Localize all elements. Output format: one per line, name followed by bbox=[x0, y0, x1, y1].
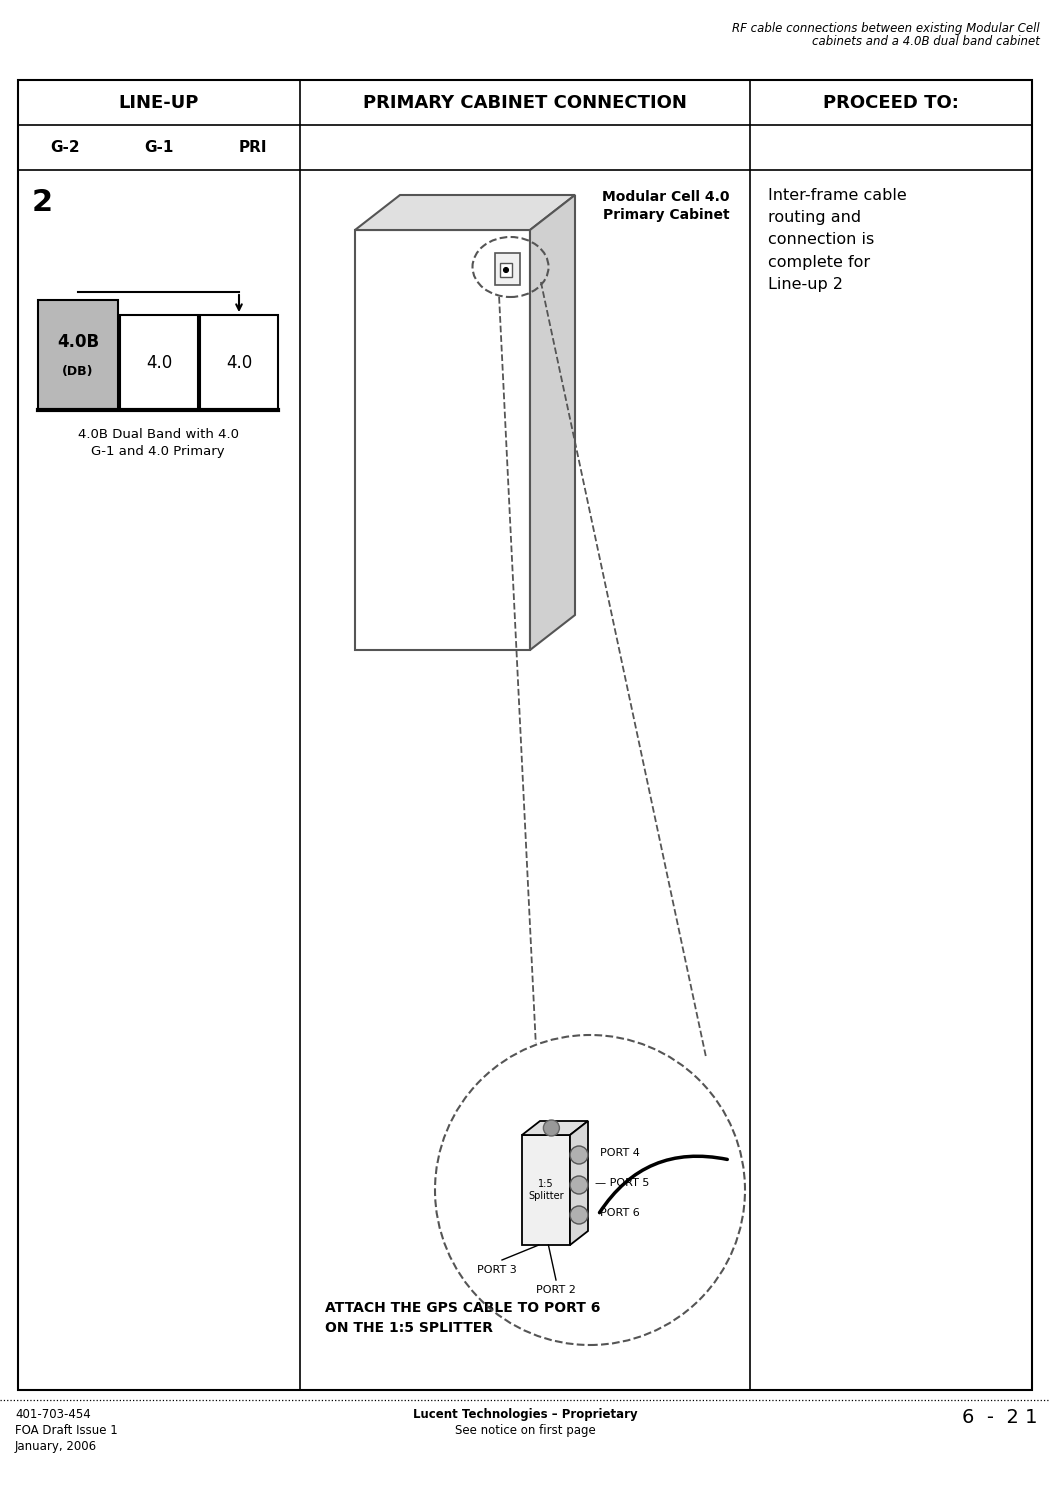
Circle shape bbox=[570, 1176, 588, 1194]
Bar bbox=[200, 315, 278, 410]
Bar bbox=[495, 254, 520, 285]
Text: ATTACH THE GPS CABLE TO PORT 6: ATTACH THE GPS CABLE TO PORT 6 bbox=[326, 1300, 601, 1316]
Polygon shape bbox=[530, 195, 575, 650]
Text: cabinets and a 4.0B dual band cabinet: cabinets and a 4.0B dual band cabinet bbox=[812, 34, 1040, 48]
Bar bbox=[38, 300, 118, 410]
Text: 4.0B Dual Band with 4.0: 4.0B Dual Band with 4.0 bbox=[78, 427, 238, 441]
Text: Modular Cell 4.0: Modular Cell 4.0 bbox=[603, 190, 730, 204]
Text: 401-703-454: 401-703-454 bbox=[15, 1408, 90, 1420]
Text: LINE-UP: LINE-UP bbox=[119, 93, 200, 111]
Polygon shape bbox=[522, 1120, 588, 1136]
Text: PORT 6: PORT 6 bbox=[600, 1208, 639, 1218]
Text: Inter-frame cable
routing and
connection is
complete for
Line-up 2: Inter-frame cable routing and connection… bbox=[768, 188, 907, 292]
Text: 4.0: 4.0 bbox=[226, 354, 252, 372]
Text: Primary Cabinet: Primary Cabinet bbox=[604, 209, 730, 222]
Text: PRIMARY CABINET CONNECTION: PRIMARY CABINET CONNECTION bbox=[363, 93, 687, 111]
Circle shape bbox=[544, 1120, 560, 1136]
FancyArrowPatch shape bbox=[600, 1156, 728, 1212]
Text: 6  -  2 1: 6 - 2 1 bbox=[963, 1408, 1038, 1426]
Text: See notice on first page: See notice on first page bbox=[455, 1424, 595, 1437]
Circle shape bbox=[504, 267, 508, 273]
Text: January, 2006: January, 2006 bbox=[15, 1440, 97, 1454]
Text: 4.0B: 4.0B bbox=[57, 333, 99, 351]
Text: G-2: G-2 bbox=[50, 140, 80, 154]
Bar bbox=[522, 1136, 570, 1245]
Text: 2: 2 bbox=[32, 188, 54, 218]
Text: FOA Draft Issue 1: FOA Draft Issue 1 bbox=[15, 1424, 118, 1437]
Text: PORT 4: PORT 4 bbox=[600, 1148, 639, 1158]
Circle shape bbox=[570, 1206, 588, 1224]
Polygon shape bbox=[355, 195, 575, 230]
Text: G-1: G-1 bbox=[144, 140, 173, 154]
Bar bbox=[18, 80, 1032, 1390]
Text: 4.0: 4.0 bbox=[146, 354, 172, 372]
Text: PORT 2: PORT 2 bbox=[537, 1286, 576, 1294]
Text: PORT 3: PORT 3 bbox=[477, 1264, 517, 1275]
Circle shape bbox=[570, 1146, 588, 1164]
Text: Lucent Technologies – Proprietary: Lucent Technologies – Proprietary bbox=[413, 1408, 637, 1420]
Text: — PORT 5: — PORT 5 bbox=[595, 1178, 649, 1188]
Bar bbox=[120, 315, 198, 410]
Text: PRI: PRI bbox=[238, 140, 268, 154]
Polygon shape bbox=[570, 1120, 588, 1245]
Bar bbox=[355, 230, 530, 650]
Text: (DB): (DB) bbox=[62, 364, 93, 378]
Bar bbox=[500, 262, 512, 278]
Text: 1:5
Splitter: 1:5 Splitter bbox=[528, 1179, 564, 1202]
Text: PROCEED TO:: PROCEED TO: bbox=[823, 93, 959, 111]
Text: RF cable connections between existing Modular Cell: RF cable connections between existing Mo… bbox=[733, 22, 1040, 34]
Text: ON THE 1:5 SPLITTER: ON THE 1:5 SPLITTER bbox=[326, 1322, 494, 1335]
Text: G-1 and 4.0 Primary: G-1 and 4.0 Primary bbox=[91, 446, 225, 458]
